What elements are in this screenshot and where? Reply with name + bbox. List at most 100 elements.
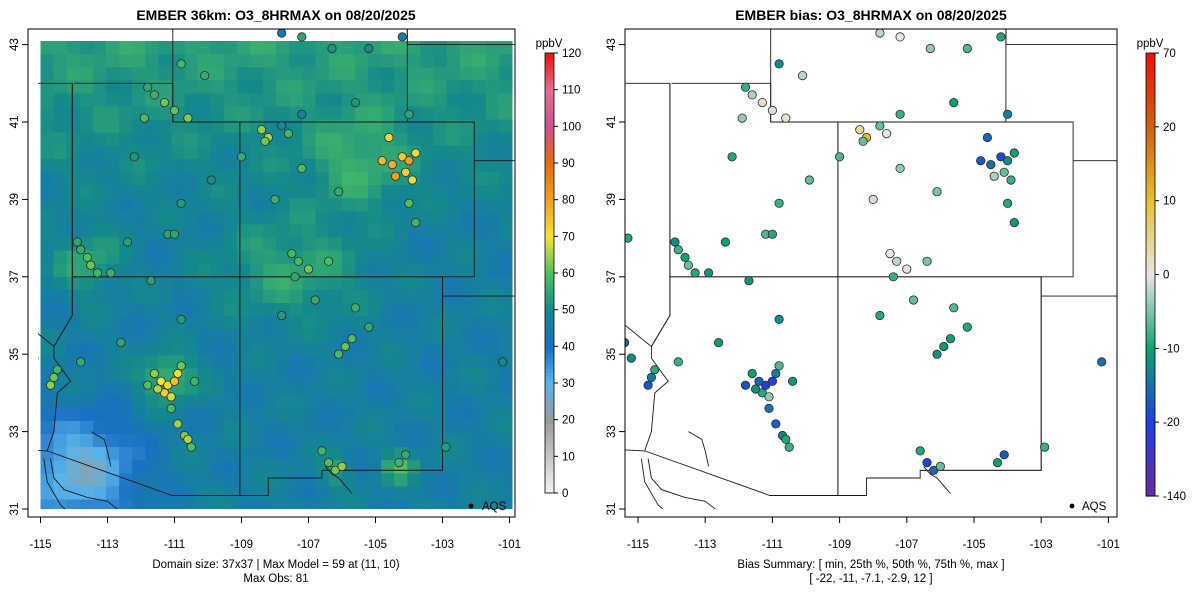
station-point	[757, 98, 767, 108]
grid-cell	[302, 447, 316, 461]
grid-cell	[302, 486, 316, 500]
grid-cell	[79, 185, 94, 199]
grid-cell	[237, 447, 251, 461]
station-point	[236, 152, 247, 162]
grid-cell	[171, 250, 185, 265]
grid-cell	[368, 106, 382, 120]
grid-cell	[106, 145, 120, 160]
colorbar-swatch	[1146, 488, 1155, 493]
colorbar-swatch	[1146, 56, 1155, 61]
grid-cell	[92, 368, 107, 382]
colorbar-swatch	[1146, 267, 1155, 272]
grid-cell	[394, 132, 408, 147]
grid-cell	[341, 211, 356, 225]
colorbar-swatch	[545, 324, 554, 329]
grid-cell	[119, 158, 133, 173]
grid-cell	[420, 316, 434, 330]
grid-cell	[106, 342, 120, 356]
station-point	[190, 376, 200, 386]
station-point	[747, 368, 757, 379]
grid-cell	[485, 342, 500, 356]
grid-cell	[106, 499, 120, 509]
colorbar-swatch	[1146, 171, 1155, 176]
colorbar-swatch	[1146, 219, 1155, 224]
grid-cell	[223, 211, 238, 225]
grid-cell	[499, 185, 513, 199]
grid-cell	[53, 407, 68, 422]
grid-cell	[499, 263, 513, 278]
grid-cell	[341, 41, 356, 55]
x-tick-label: -115	[29, 539, 51, 551]
grid-cell	[433, 355, 447, 369]
grid-cell	[394, 80, 408, 94]
colorbar-swatch	[1146, 300, 1155, 305]
station-point	[774, 314, 784, 324]
grid-cell	[302, 198, 316, 212]
grid-cell	[158, 263, 172, 278]
grid-cell	[53, 158, 68, 173]
colorbar-swatch	[1146, 274, 1155, 279]
colorbar-swatch	[1146, 436, 1155, 442]
grid-cell	[132, 93, 146, 107]
grid-cell	[394, 198, 408, 212]
grid-cell	[263, 394, 277, 409]
colorbar-swatch	[1146, 451, 1155, 456]
grid-cell	[40, 407, 54, 422]
grid-cell	[250, 132, 264, 147]
grid-cell	[53, 145, 68, 160]
station-point	[183, 113, 193, 123]
grid-cell	[66, 224, 81, 238]
grid-cell	[381, 106, 395, 120]
grid-cell	[171, 41, 185, 55]
colorbar-swatch	[545, 284, 554, 289]
grid-cell	[132, 172, 146, 186]
grid-cell	[407, 289, 421, 304]
x-tick-label: -111	[164, 539, 185, 551]
grid-cell	[289, 132, 303, 147]
grid-cell	[145, 473, 159, 487]
station-point	[38, 356, 39, 360]
grid-cell	[250, 355, 264, 369]
station-point	[650, 365, 660, 375]
grid-cell	[197, 486, 212, 500]
grid-cell	[145, 420, 159, 435]
station-point	[404, 198, 414, 208]
grid-cell	[119, 263, 133, 278]
station-point	[858, 136, 868, 146]
grid-cell	[53, 185, 68, 199]
colorbar-swatch	[1146, 293, 1155, 298]
colorbar-swatch	[1146, 208, 1155, 213]
grid-cell	[276, 145, 290, 160]
station-markers	[625, 29, 1107, 475]
grid-cell	[145, 158, 159, 173]
grid-cell	[499, 276, 513, 291]
y-tick-label: 31	[9, 503, 21, 516]
grid-cell	[368, 394, 382, 409]
grid-cell	[446, 67, 461, 81]
grid-cell	[92, 499, 107, 509]
grid-cell	[485, 145, 500, 160]
colorbar-swatch	[1146, 245, 1155, 250]
grid-cell	[289, 289, 303, 304]
grid-cell	[210, 145, 225, 160]
grid-cell	[158, 420, 172, 435]
grid-cell	[92, 276, 107, 291]
grid-cell	[119, 420, 133, 435]
border-line	[647, 458, 716, 509]
x-tick-label: -101	[1097, 539, 1120, 551]
colorbar-label: 120	[562, 48, 581, 60]
grid-cell	[328, 276, 343, 291]
colorbar-swatch	[545, 353, 554, 358]
colorbar-swatch	[1146, 425, 1155, 431]
grid-cell	[237, 473, 251, 487]
grid-cell	[79, 434, 94, 448]
grid-cell	[354, 67, 369, 81]
right-map-title: EMBER bias: O3_8HRMAX on 08/20/2025	[735, 7, 1007, 23]
grid-cell	[197, 447, 212, 461]
grid-cell	[315, 224, 330, 238]
grid-cell	[263, 499, 277, 509]
grid-cell	[250, 250, 264, 265]
station-point	[149, 90, 159, 100]
station-point	[76, 245, 86, 255]
